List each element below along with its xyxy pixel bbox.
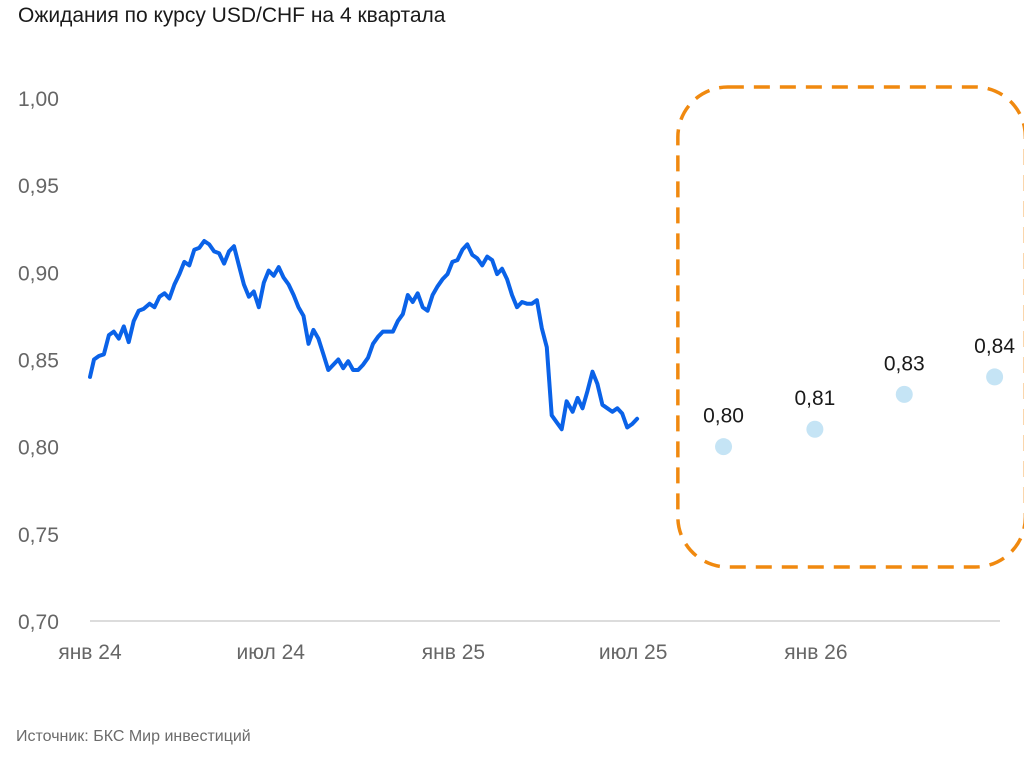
forecast-series: 0,80 0,81 0,83 0,84 xyxy=(703,335,1015,456)
x-tick-label: июл 24 xyxy=(236,641,305,664)
y-tick-label: 0,90 xyxy=(18,262,59,285)
forecast-data-label: 0,84 xyxy=(974,335,1015,358)
source-note: Источник: БКС Мир инвестиций xyxy=(16,728,251,745)
y-axis-ticks: 1,00 0,95 0,90 0,85 0,80 0,75 0,70 xyxy=(18,88,59,634)
forecast-point xyxy=(715,438,733,456)
x-tick-label: янв 26 xyxy=(784,641,847,664)
forecast-point xyxy=(806,420,824,438)
forecast-data-label: 0,81 xyxy=(794,387,835,410)
x-tick-label: янв 25 xyxy=(422,641,485,664)
y-tick-label: 1,00 xyxy=(18,88,59,111)
forecast-data-label: 0,80 xyxy=(703,405,744,428)
y-tick-label: 0,70 xyxy=(18,611,59,634)
y-tick-label: 0,75 xyxy=(18,524,59,547)
forecast-point xyxy=(986,368,1004,386)
forecast-highlight-box xyxy=(676,85,1024,569)
chart-area: 1,00 0,95 0,90 0,85 0,80 0,75 0,70 янв 24 июл 2… xyxy=(18,85,1024,664)
x-tick-label: июл 25 xyxy=(599,641,667,664)
y-tick-label: 0,95 xyxy=(18,175,59,198)
x-tick-label: янв 24 xyxy=(58,641,122,664)
y-tick-label: 0,85 xyxy=(18,350,59,373)
chart-title: Ожидания по курсу USD/CHF на 4 квартала xyxy=(18,4,446,27)
forecast-data-label: 0,83 xyxy=(884,352,925,375)
history-series-line xyxy=(88,239,640,432)
forecast-point xyxy=(895,385,913,403)
y-tick-label: 0,80 xyxy=(18,437,59,460)
x-axis-ticks: янв 24 июл 24 янв 25 июл 25 янв 26 xyxy=(58,641,847,664)
